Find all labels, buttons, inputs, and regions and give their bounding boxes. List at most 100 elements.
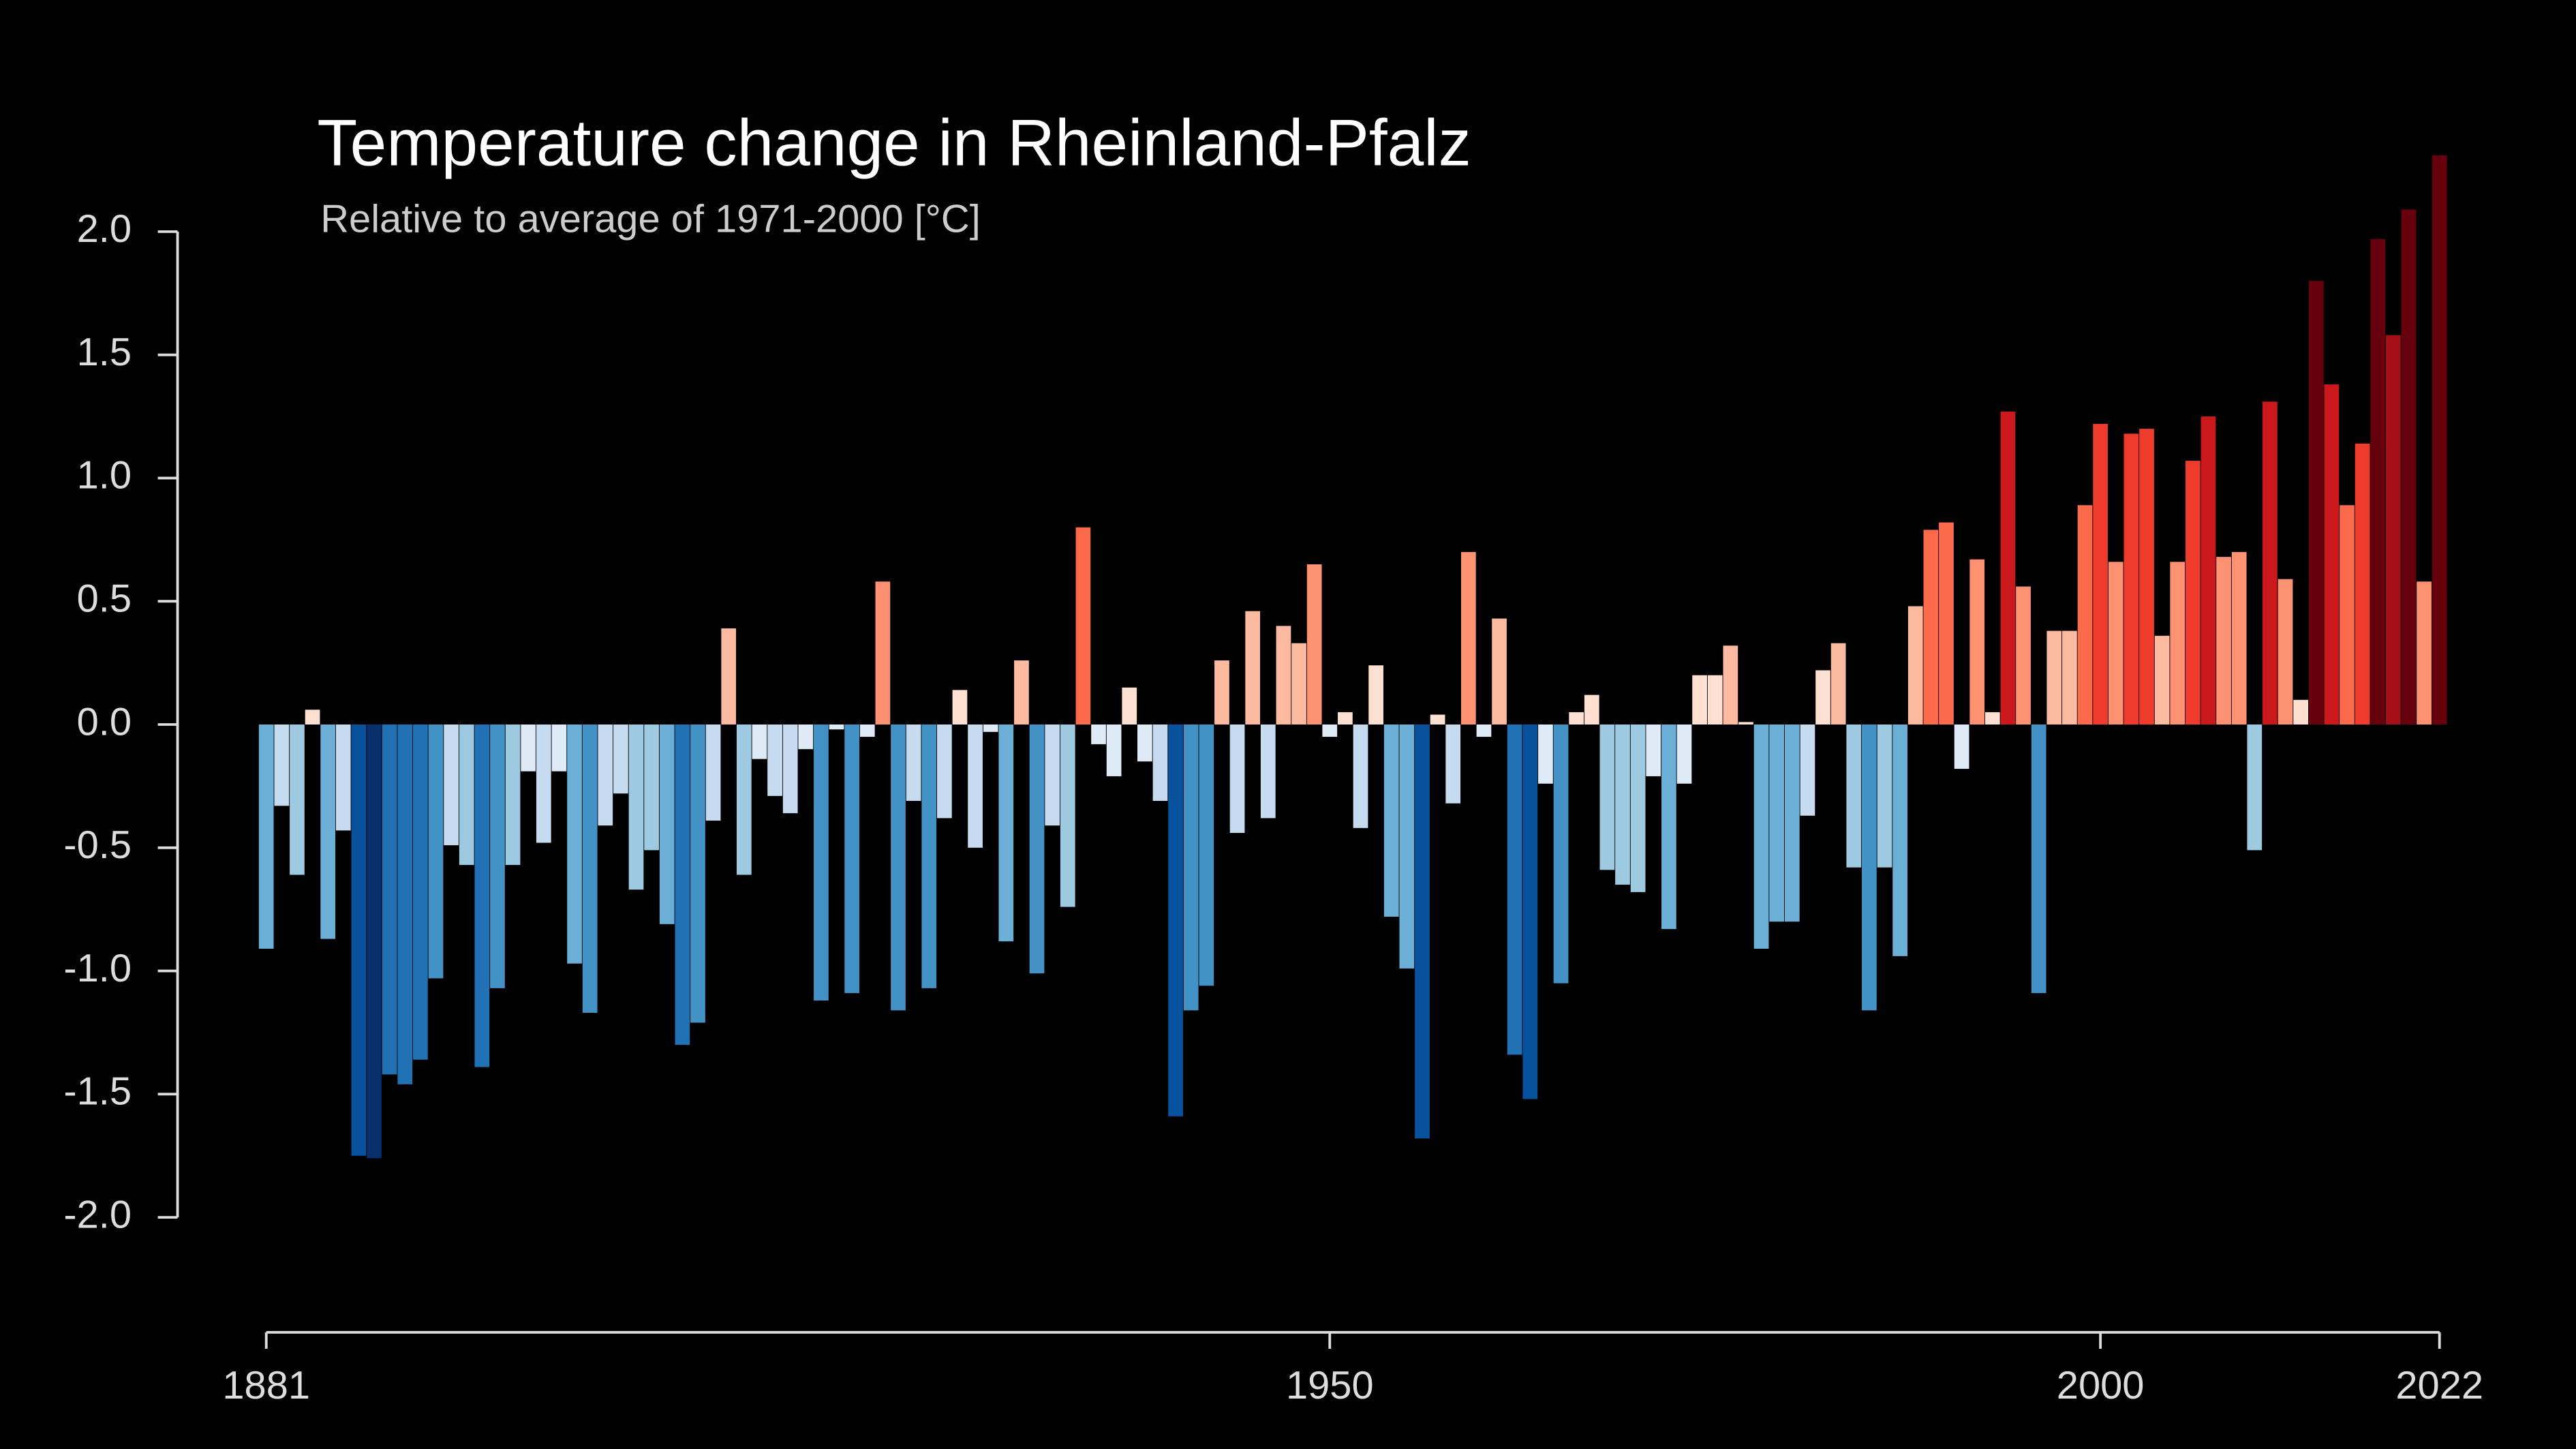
bar bbox=[1599, 724, 1615, 870]
bar bbox=[690, 724, 705, 1023]
bar bbox=[2263, 401, 2278, 724]
bar bbox=[274, 724, 290, 806]
bar bbox=[459, 724, 474, 866]
bar bbox=[859, 724, 875, 737]
bar bbox=[2370, 239, 2386, 725]
bar bbox=[736, 724, 752, 875]
bar bbox=[1784, 724, 1800, 922]
bar bbox=[1060, 724, 1075, 907]
bar bbox=[2062, 630, 2077, 724]
plot: -2.0 -1.5 -1.0 -0.5 0.0 0.5 1.0 1.5 2.0 1881 1950 2… bbox=[63, 155, 2483, 1407]
bar bbox=[1892, 724, 1907, 956]
bar bbox=[320, 724, 336, 939]
bar bbox=[1476, 724, 1492, 737]
bar bbox=[536, 724, 551, 843]
bar bbox=[1877, 724, 1892, 868]
bar bbox=[1214, 660, 1229, 724]
bar bbox=[1769, 724, 1785, 922]
bar bbox=[1122, 687, 1137, 724]
bar bbox=[1199, 724, 1214, 986]
bar bbox=[1492, 618, 1507, 724]
bar bbox=[844, 724, 860, 994]
bar bbox=[2340, 505, 2355, 724]
bar bbox=[428, 724, 444, 979]
bar bbox=[258, 724, 274, 949]
bar bbox=[1907, 606, 1923, 724]
bar bbox=[490, 724, 505, 988]
bar bbox=[1245, 611, 1261, 724]
bar bbox=[1183, 724, 1199, 1011]
bar bbox=[1091, 724, 1106, 744]
bar bbox=[2016, 586, 2031, 724]
bar bbox=[659, 724, 675, 924]
bar bbox=[335, 724, 351, 831]
bar bbox=[1630, 724, 1646, 892]
bar bbox=[1045, 724, 1060, 826]
bar bbox=[1306, 564, 1322, 724]
bar bbox=[1569, 712, 1584, 724]
bar bbox=[1368, 665, 1383, 724]
y-tick-label: -0.5 bbox=[63, 823, 132, 867]
y-tick-label: -1.5 bbox=[63, 1070, 132, 1114]
bar bbox=[1168, 724, 1183, 1116]
y-tick-label: 0.0 bbox=[77, 700, 132, 744]
bar bbox=[1723, 645, 1738, 724]
bar bbox=[628, 724, 644, 890]
bar bbox=[2231, 551, 2247, 724]
bar bbox=[983, 724, 998, 732]
bar bbox=[1029, 724, 1045, 974]
bar bbox=[305, 710, 320, 724]
bar bbox=[290, 724, 305, 875]
bar bbox=[782, 724, 798, 814]
bar bbox=[721, 628, 737, 724]
y-tick-label: 0.5 bbox=[77, 577, 132, 620]
bar bbox=[413, 724, 428, 1060]
bar bbox=[582, 724, 598, 1013]
x-tick-label: 1950 bbox=[1286, 1364, 1374, 1407]
bar bbox=[1460, 551, 1476, 724]
bar bbox=[1939, 522, 1954, 724]
y-tick-label: 1.5 bbox=[77, 331, 132, 374]
bar bbox=[2000, 411, 2016, 724]
bar bbox=[921, 724, 937, 988]
bar bbox=[2278, 579, 2293, 724]
bar bbox=[1430, 714, 1445, 724]
bar bbox=[798, 724, 814, 750]
bar bbox=[1984, 712, 2000, 724]
bar bbox=[952, 690, 968, 724]
bar bbox=[1553, 724, 1569, 983]
bar bbox=[1538, 724, 1553, 784]
bar bbox=[2046, 630, 2062, 724]
bar bbox=[2108, 562, 2123, 724]
bar bbox=[1753, 724, 1769, 949]
x-tick-label: 1881 bbox=[222, 1364, 310, 1407]
bar bbox=[2093, 423, 2108, 724]
bar bbox=[644, 724, 659, 851]
bar bbox=[705, 724, 721, 821]
bar bbox=[1615, 724, 1630, 885]
bar bbox=[1584, 695, 1599, 724]
bar bbox=[1830, 643, 1846, 724]
bar bbox=[444, 724, 459, 846]
bar bbox=[2123, 433, 2139, 724]
bar bbox=[2216, 557, 2231, 724]
bar bbox=[1676, 724, 1692, 784]
bar bbox=[2031, 724, 2046, 994]
bar bbox=[367, 724, 382, 1159]
bar bbox=[1075, 527, 1091, 724]
bar bbox=[1969, 559, 1985, 724]
bar bbox=[1522, 724, 1538, 1099]
bar bbox=[2201, 416, 2216, 724]
bar bbox=[474, 724, 490, 1067]
bar bbox=[937, 724, 952, 819]
bar bbox=[598, 724, 613, 826]
bar bbox=[2077, 505, 2093, 724]
bar bbox=[2139, 429, 2154, 724]
bar bbox=[2432, 155, 2447, 725]
bar bbox=[1415, 724, 1430, 1139]
bar bbox=[1152, 724, 1168, 802]
bar bbox=[1954, 724, 1969, 769]
bar bbox=[2170, 562, 2186, 724]
bar bbox=[567, 724, 582, 964]
